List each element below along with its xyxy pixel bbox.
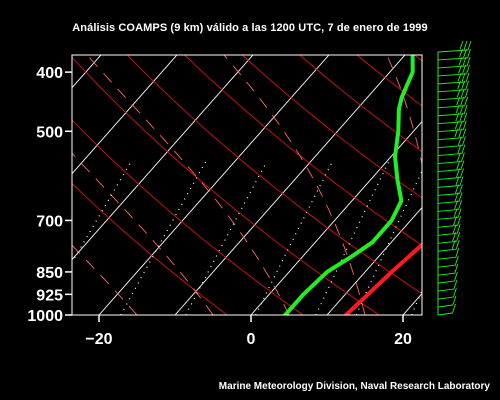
mixing-ratio-line — [185, 161, 268, 315]
pressure-tick-label: 700 — [36, 213, 63, 230]
wind-barb — [437, 56, 471, 69]
dry-adiabat-line — [356, 55, 422, 107]
temperature-profile-line — [344, 242, 422, 315]
wind-barb — [437, 152, 465, 165]
pressure-tick-label: 1000 — [27, 308, 63, 325]
wind-barb — [437, 256, 459, 268]
pressure-tick-label: 400 — [36, 65, 63, 82]
dry-adiabat-line — [126, 55, 422, 295]
plot-frame — [71, 54, 423, 316]
wind-barb — [437, 248, 460, 260]
wind-barbs — [437, 40, 472, 316]
dry-adiabat-line — [241, 55, 422, 199]
diagram-grid — [0, 51, 500, 315]
credit-line: Marine Meteorology Division, Naval Resea… — [218, 381, 490, 392]
wind-barb — [437, 96, 469, 109]
wind-barb — [437, 72, 470, 85]
wind-barb — [437, 88, 469, 101]
wind-barb — [437, 48, 471, 61]
dry-adiabat-line — [72, 56, 380, 315]
moist-adiabat-line — [72, 152, 214, 315]
temperature-tick-label: −20 — [85, 331, 112, 348]
pressure-tick-label: 850 — [36, 265, 63, 282]
pressure-tick-label: 500 — [36, 124, 63, 141]
wind-barb — [437, 271, 458, 284]
temperature-axis: −20 0 20 — [85, 315, 412, 348]
temperature-tick-label: 20 — [394, 331, 412, 348]
wind-barb — [437, 192, 463, 204]
dry-adiabat-line — [298, 55, 422, 153]
wind-barb — [437, 232, 461, 244]
wind-barb — [437, 208, 462, 220]
wind-barb — [437, 112, 468, 125]
moist-adiabat-line — [386, 55, 422, 167]
dry-adiabat-line — [72, 119, 304, 315]
wind-barb — [437, 80, 470, 93]
wind-barb — [437, 64, 471, 77]
pressure-tick-label: 925 — [36, 287, 63, 304]
wind-barb — [437, 295, 457, 308]
wind-barb — [437, 224, 461, 236]
mixing-ratio-line — [355, 169, 422, 315]
isotherm-line — [326, 206, 422, 315]
dewpoint-profile-line — [283, 55, 415, 315]
wind-barb — [437, 216, 462, 228]
wind-barb — [437, 128, 467, 141]
wind-barb — [437, 160, 465, 172]
wind-barb — [437, 40, 472, 53]
isotherm-line — [98, 55, 330, 315]
wind-barb — [437, 303, 456, 316]
mixing-ratio-line — [255, 161, 334, 315]
mixing-ratio-line — [462, 161, 500, 315]
wind-barb — [437, 144, 466, 157]
isotherm-line — [72, 55, 178, 175]
pressure-axis: 400 500 700 850 925 1000 — [27, 65, 72, 325]
chart-title: Análisis COAMPS (9 km) válido a las 1200… — [72, 22, 428, 34]
mixing-ratio-line — [315, 161, 390, 315]
moist-adiabat-line — [86, 55, 290, 315]
wind-barb — [437, 279, 458, 292]
dry-adiabat-line — [72, 182, 228, 315]
isotherm-line — [174, 55, 406, 315]
isotherm-line — [0, 51, 28, 315]
wind-barb — [437, 168, 464, 180]
wind-barb — [437, 176, 464, 188]
isotherm-line — [250, 120, 422, 315]
temperature-tick-label: 0 — [247, 331, 256, 348]
wind-barb — [437, 200, 463, 212]
wind-barb — [437, 136, 466, 149]
sounding-profiles — [283, 55, 422, 315]
isotherm-line — [479, 51, 500, 315]
moist-adiabat-line — [72, 244, 138, 315]
moist-adiabat-line — [223, 55, 366, 315]
isotherm-line — [72, 55, 254, 261]
wind-barb — [437, 184, 463, 196]
dry-adiabat-line — [184, 55, 422, 246]
mixing-ratio-line — [120, 161, 207, 315]
wind-barb — [437, 287, 457, 300]
wind-barb — [437, 240, 460, 252]
wind-barb — [437, 120, 467, 133]
wind-barb — [437, 264, 459, 276]
wind-barb — [437, 104, 468, 117]
